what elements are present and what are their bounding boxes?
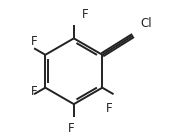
Text: F: F [31, 85, 37, 98]
Text: F: F [81, 8, 88, 21]
Text: F: F [106, 102, 113, 115]
Text: F: F [31, 35, 37, 48]
Text: Cl: Cl [140, 17, 152, 30]
Text: F: F [68, 122, 74, 135]
